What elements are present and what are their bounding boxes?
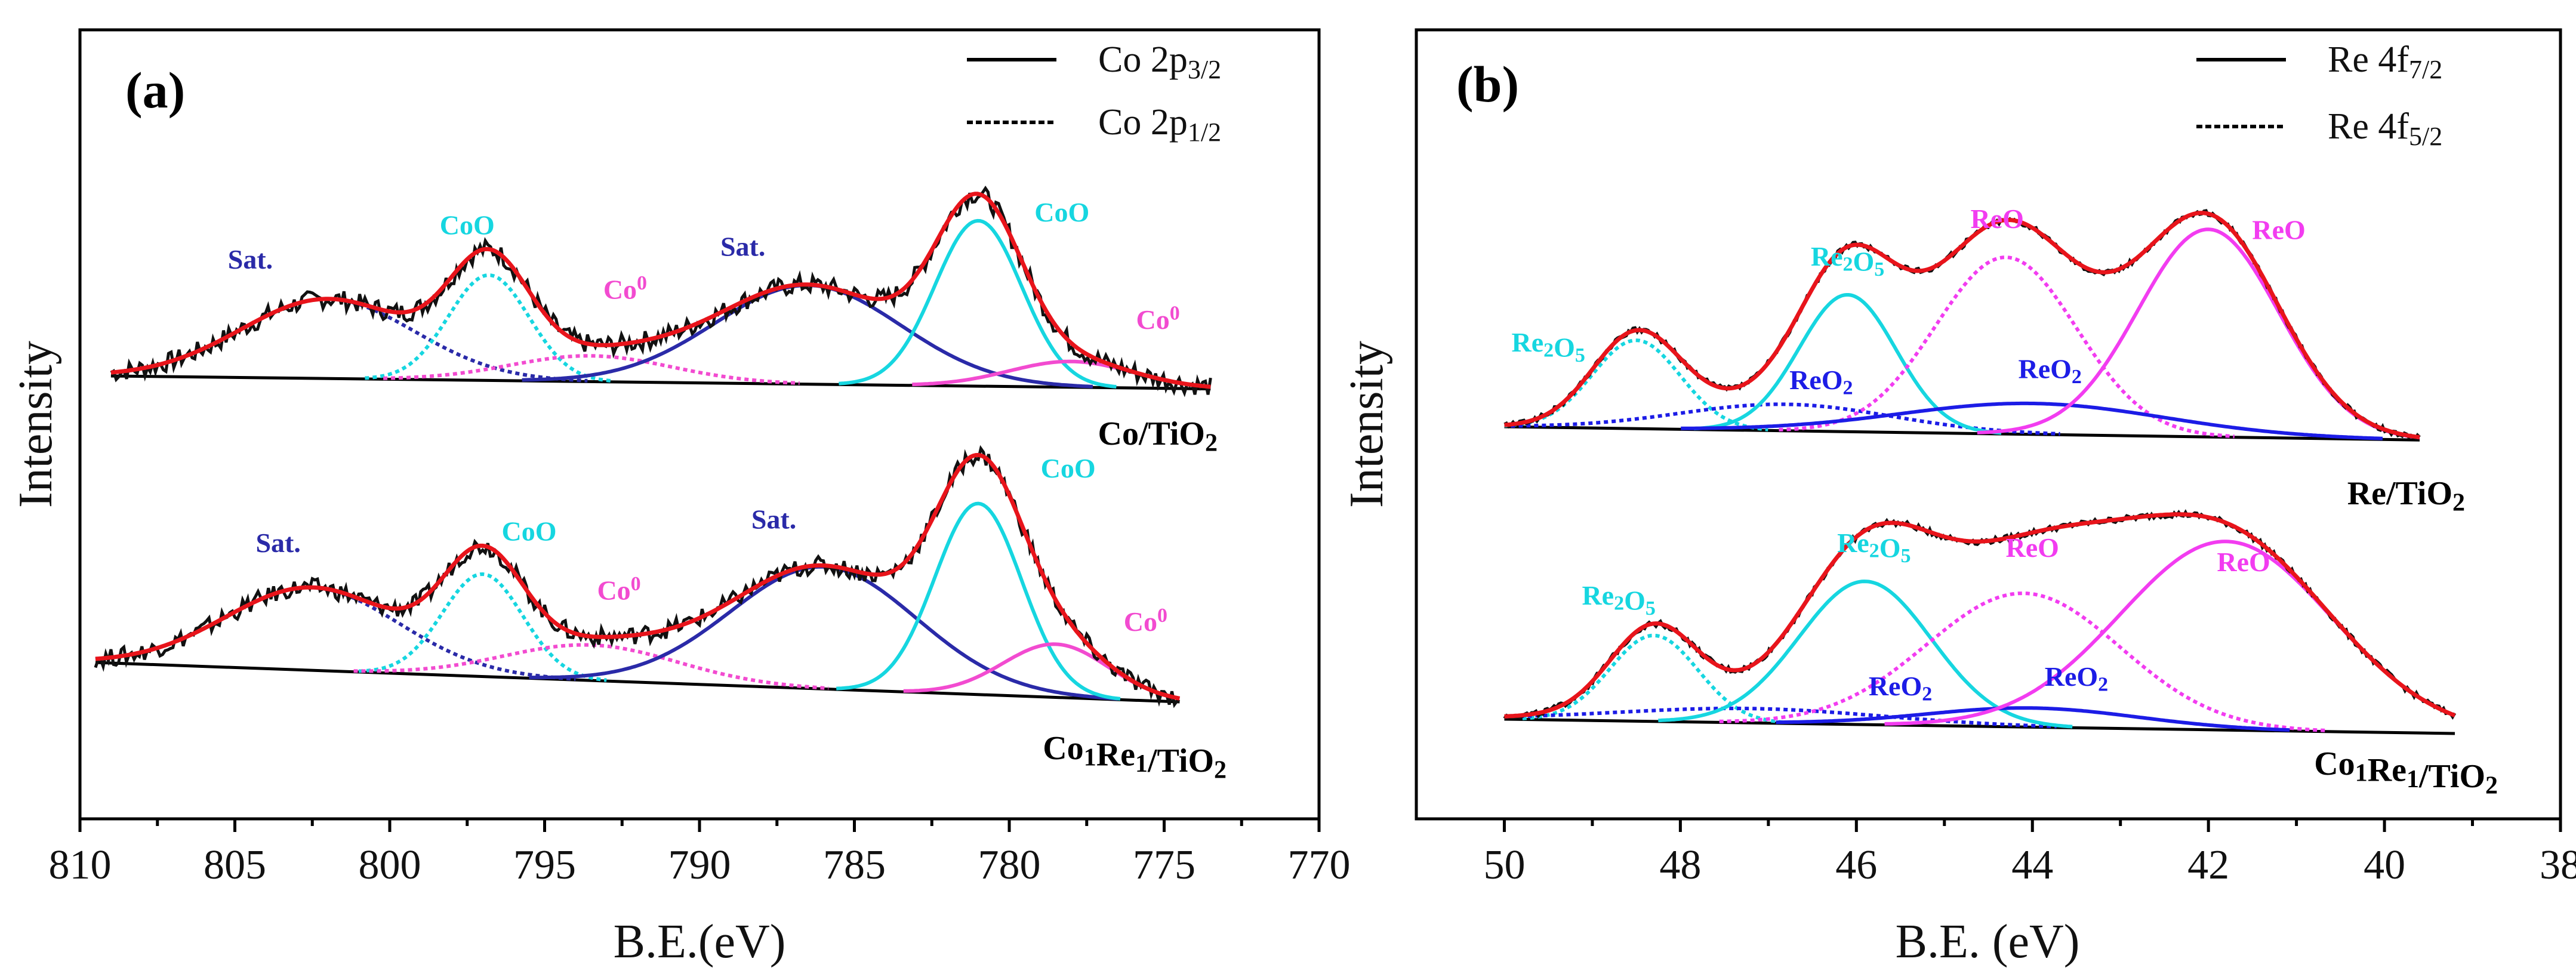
- panel-a: (a) B.E.(eV) Intensity 810 805 800 795 790 78…: [10, 28, 1351, 968]
- peak-label: ReO2: [2019, 354, 2082, 389]
- peak-label: ReO2: [2045, 661, 2108, 696]
- panel-b-xlabel: B.E. (eV): [1896, 916, 2080, 968]
- component-peak: [1977, 227, 2420, 440]
- panel-b-ylabel: Intensity: [1341, 341, 1393, 508]
- spectrum-1: Re2O5 ReO2 Re2O5 ReO ReO2 ReO Re/TiO2: [1503, 204, 2465, 517]
- x-tick-label: 780: [978, 842, 1041, 888]
- panel-a-legend: Co 2p3/2 Co 2p1/2: [967, 39, 1221, 147]
- x-tick-label: 48: [1659, 842, 1701, 888]
- peak-label: Re2O5: [1511, 327, 1585, 366]
- panel-b-ticks: 50 48 46 44 42 40 38: [1483, 819, 2576, 888]
- component-peak: [1681, 401, 2383, 440]
- fit-envelope: [1504, 211, 2420, 440]
- legend-label: Re 4f5/2: [2328, 106, 2442, 151]
- fit-envelope: [110, 192, 1211, 389]
- component-peak: [1884, 540, 2456, 726]
- component-peak: [839, 218, 1117, 389]
- x-tick-label: 40: [2364, 842, 2405, 888]
- peak-label: Re2O5: [1837, 528, 1911, 567]
- legend-label: Re 4f7/2: [2328, 39, 2442, 84]
- panel-b-plot: Re2O5 ReO2 Re2O5 ReO ReO2 ReO Re/TiO2 Re2O5 ReO2…: [1503, 204, 2498, 800]
- peak-label: ReO: [2217, 547, 2270, 577]
- peak-label: Co0: [603, 272, 647, 304]
- x-tick-label: 785: [823, 842, 886, 888]
- legend-label: Co 2p3/2: [1098, 39, 1221, 84]
- component-peak: [1779, 255, 2235, 439]
- component-peak: [1504, 338, 1768, 432]
- peak-label: CoO: [502, 516, 557, 546]
- peak-label: CoO: [1041, 453, 1096, 483]
- component-peak: [383, 354, 800, 385]
- peak-label: CoO: [1034, 197, 1089, 227]
- panel-b-label: (b): [1456, 56, 1519, 113]
- x-tick-label: 770: [1288, 842, 1351, 888]
- panel-a-ticks: 810 805 800 795 790 785 780 775 770: [49, 819, 1351, 888]
- sample-label: Co/TiO2: [1098, 415, 1218, 457]
- panel-a-xlabel: B.E.(eV): [614, 916, 786, 968]
- component-peak: [359, 572, 607, 682]
- x-tick-label: 42: [2187, 842, 2229, 888]
- component-peak: [836, 501, 1121, 701]
- component-peak: [1776, 706, 2290, 732]
- component-peak: [1658, 580, 2073, 729]
- legend-label: Co 2p1/2: [1098, 102, 1221, 147]
- spectrum-2: Re2O5 ReO2 Re2O5 ReO ReO2 ReO Co1Re1/TiO2: [1503, 509, 2498, 800]
- peak-label: Sat.: [720, 231, 765, 261]
- x-tick-label: 800: [359, 842, 421, 888]
- peak-label: ReO: [1971, 204, 2024, 234]
- x-tick-label: 50: [1483, 842, 1525, 888]
- baseline: [110, 374, 1211, 391]
- peak-label: Sat.: [228, 244, 273, 275]
- peak-label: ReO: [2006, 532, 2059, 563]
- component-peak: [110, 297, 588, 383]
- peak-label: Co0: [1124, 605, 1167, 637]
- sample-label: Re/TiO2: [2347, 475, 2465, 517]
- x-tick-label: 775: [1133, 842, 1195, 888]
- peak-label: CoO: [440, 209, 495, 240]
- peak-label: Re2O5: [1811, 241, 1884, 281]
- peak-label: ReO2: [1869, 671, 1932, 705]
- x-tick-label: 805: [204, 842, 266, 888]
- x-tick-label: 790: [668, 842, 731, 888]
- panel-b-legend: Re 4f7/2 Re 4f5/2: [2196, 39, 2442, 151]
- peak-label: ReO: [2252, 215, 2305, 245]
- panel-a-ylabel: Intensity: [10, 341, 62, 508]
- sample-label: Co1Re1/TiO2: [2314, 745, 2498, 800]
- panel-b-frame: [1415, 28, 2562, 821]
- x-tick-label: 46: [1835, 842, 1877, 888]
- peak-label: Re2O5: [1582, 580, 1655, 620]
- x-tick-label: 38: [2540, 842, 2576, 888]
- baseline: [95, 661, 1180, 704]
- sample-label: Co1Re1/TiO2: [1043, 730, 1227, 784]
- panel-b: (b) B.E. (eV) Intensity 50 48 46 44 42 40 38 R…: [1341, 28, 2576, 968]
- panel-a-label: (a): [125, 61, 185, 119]
- x-tick-label: 810: [49, 842, 112, 888]
- fit-envelope: [1504, 512, 2456, 719]
- spectrum-2: Sat. CoO Co0 Sat. CoO Co0 Co1Re1/TiO2: [94, 445, 1227, 784]
- component-peak: [365, 273, 614, 383]
- x-tick-label: 795: [513, 842, 576, 888]
- baseline: [1504, 425, 2420, 442]
- peak-label: ReO2: [1789, 365, 1853, 399]
- component-peak: [353, 643, 829, 691]
- x-tick-label: 44: [2011, 842, 2053, 888]
- fit-envelope: [95, 452, 1181, 701]
- component-peak: [1719, 591, 2327, 732]
- component-peak: [1504, 707, 2057, 729]
- component-peak: [1693, 293, 2002, 435]
- peak-label: Sat.: [255, 528, 300, 558]
- peak-label: Co0: [597, 573, 640, 605]
- baseline: [1504, 717, 2455, 735]
- peak-label: Sat.: [751, 504, 796, 535]
- spectrum-1: Sat. CoO Co0 Sat. CoO Co0 Co/TiO2: [110, 186, 1218, 457]
- peak-label: Co0: [1136, 303, 1180, 335]
